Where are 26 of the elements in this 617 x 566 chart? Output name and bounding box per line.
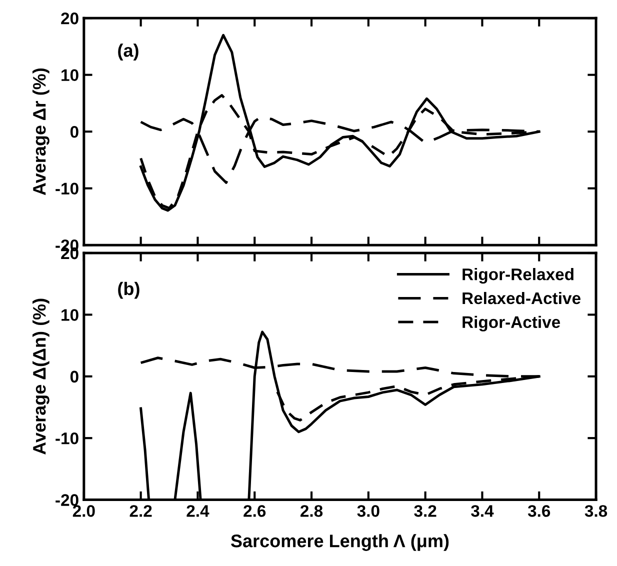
annotation: (a) [118, 44, 138, 60]
y-axis-title: Average Δr (%) [32, 68, 50, 196]
y-axis-title: Average Δ(Δn) (%) [32, 298, 50, 454]
y-tick-label: 10 [62, 69, 78, 82]
y-tick-label: -20 [56, 494, 78, 506]
y-tick-label: 10 [62, 309, 78, 321]
x-tick-label: 2.4 [186, 505, 210, 517]
y-tick-label: -10 [56, 432, 78, 444]
x-tick-label: 3.4 [471, 505, 494, 517]
x-tick-label: 2.8 [300, 505, 323, 517]
x-axis-title: Sarcomere Length Λ (μm) [230, 534, 449, 551]
x-tick-label: 2.0 [72, 505, 95, 517]
y-tick-label: 20 [61, 12, 78, 24]
x-tick-label: 2.6 [244, 505, 266, 517]
annotation: (b) [118, 282, 140, 299]
x-tick-label: 2.2 [130, 505, 152, 517]
y-tick-label: 0 [70, 126, 78, 138]
x-tick-label: 3.6 [528, 505, 550, 517]
x-tick-label: 3.8 [584, 505, 608, 517]
x-tick-label: 3.0 [357, 505, 380, 517]
legend-label: Rigor-Active [462, 316, 560, 332]
legend-label: Rigor-Relaxed [462, 268, 574, 284]
y-tick-label: -10 [56, 182, 78, 195]
legend-label: Relaxed-Active [462, 292, 580, 304]
x-tick-label: 3.2 [414, 505, 436, 517]
y-tick-label: 0 [70, 370, 78, 383]
